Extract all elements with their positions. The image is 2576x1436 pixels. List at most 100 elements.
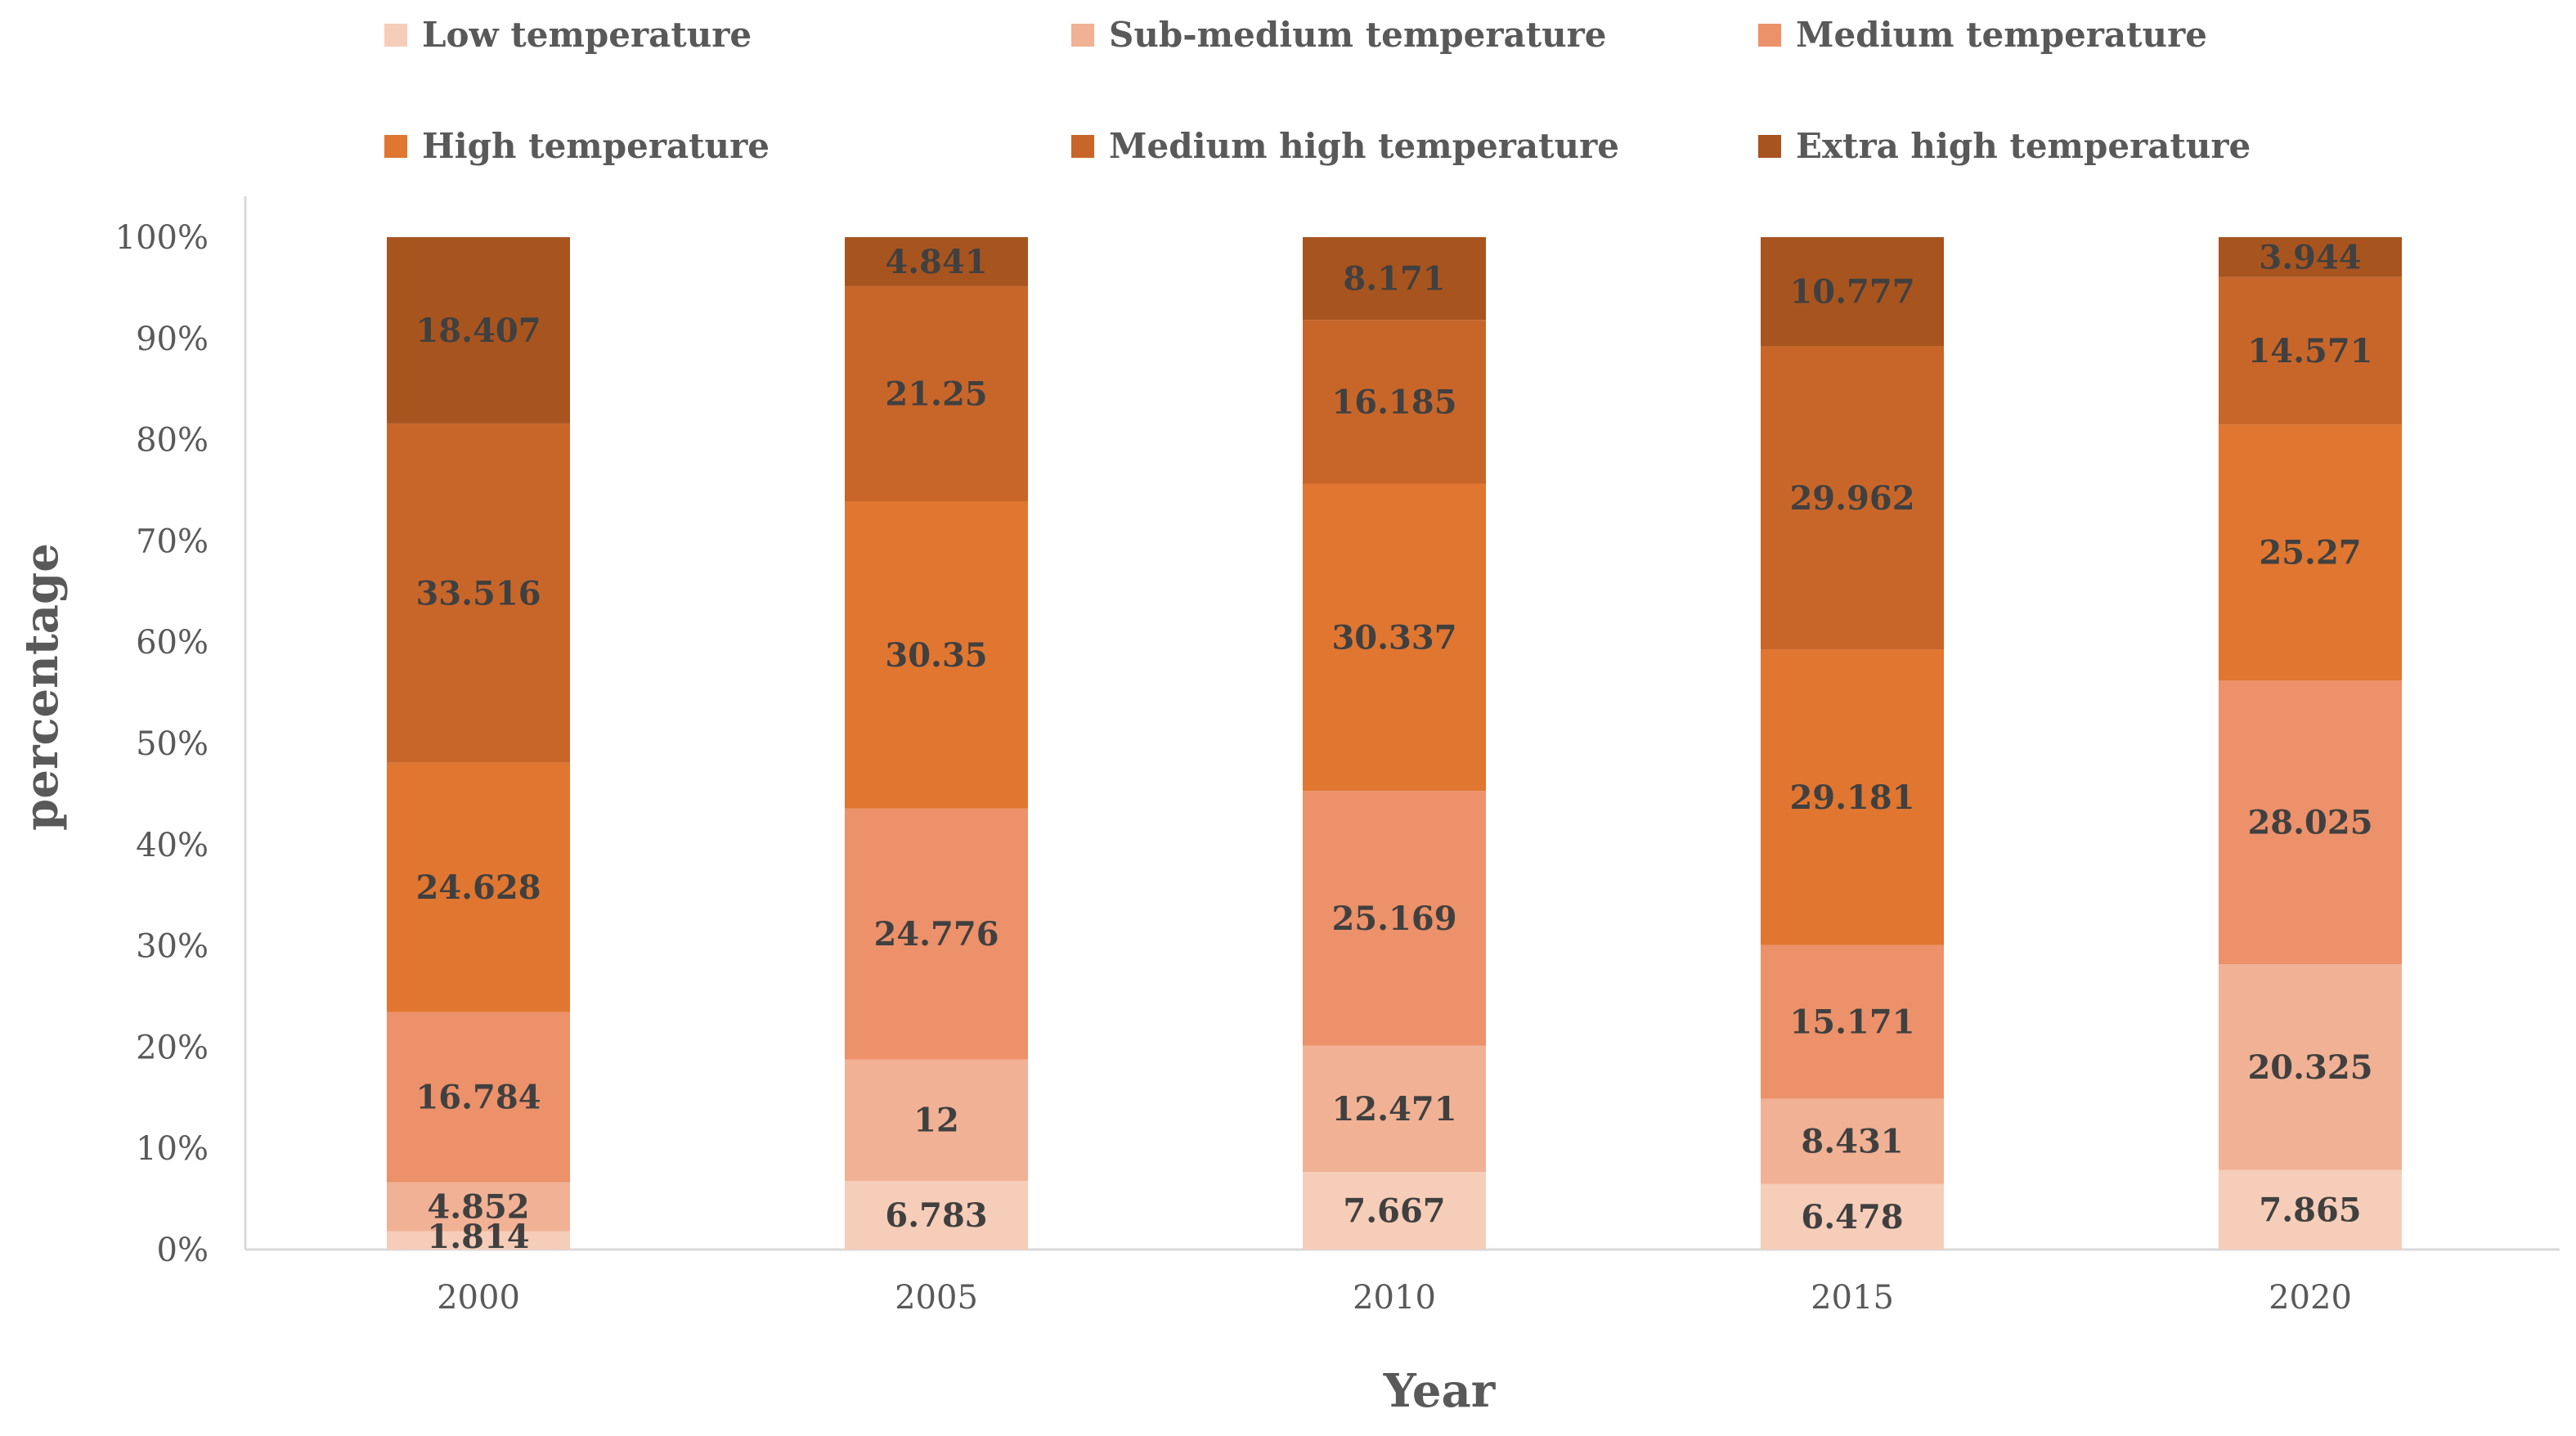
x-tick-label: 2005 xyxy=(895,1279,978,1317)
bar-data-label: 6.783 xyxy=(885,1196,987,1235)
bar-data-label: 24.628 xyxy=(415,868,541,907)
bar-segment xyxy=(387,1231,570,1250)
y-tick-label: 40% xyxy=(136,827,209,864)
legend-label-medium: Medium temperature xyxy=(1796,15,2207,55)
bar-segment xyxy=(845,285,1028,502)
bar-segment xyxy=(845,1181,1028,1250)
y-tick-label: 50% xyxy=(136,725,209,763)
bar-data-label: 28.025 xyxy=(2247,804,2372,842)
bar-data-label: 30.337 xyxy=(1331,618,1456,657)
legend-label-medium-high: Medium high temperature xyxy=(1109,126,1619,166)
bar-data-label: 1.814 xyxy=(427,1218,529,1256)
bar-segment xyxy=(1761,237,1944,347)
x-axis-title: Year xyxy=(1383,1364,1497,1418)
axes: 0% 10% 20% 30% 40% 50% 60% 70% 80% 90% 100% 2000 200… xyxy=(115,196,2560,1317)
bar-data-label: 29.962 xyxy=(1789,479,1914,518)
bar-segment xyxy=(2219,237,2402,277)
bar-data-label: 4.841 xyxy=(885,243,987,281)
bar-data-label: 4.852 xyxy=(427,1188,529,1227)
bar-segment xyxy=(845,237,1028,286)
bar-segment xyxy=(1303,320,1486,484)
y-tick-label: 0% xyxy=(157,1232,209,1269)
bar-data-label: 3.944 xyxy=(2259,238,2361,276)
y-axis-title: percentage xyxy=(15,543,69,831)
x-tick-label: 2020 xyxy=(2269,1279,2352,1317)
legend-label-high: High temperature xyxy=(422,126,770,166)
legend: Low temperature Sub-medium temperature M… xyxy=(0,0,2576,180)
y-tick-label: 30% xyxy=(136,928,209,966)
bar-segment xyxy=(1303,237,1486,321)
y-tick-label: 70% xyxy=(136,523,209,560)
bar-data-label: 7.865 xyxy=(2259,1191,2361,1229)
legend-item-medium-high: Medium high temperature xyxy=(1071,126,1619,166)
bars xyxy=(387,237,2402,1250)
x-tick-label: 2015 xyxy=(1811,1279,1894,1317)
legend-item-high: High temperature xyxy=(384,126,770,166)
legend-item-medium: Medium temperature xyxy=(1758,15,2207,55)
bar-data-label: 24.776 xyxy=(873,915,999,954)
bar-segment xyxy=(387,237,570,424)
bar-data-label: 12.471 xyxy=(1331,1090,1456,1129)
bar-segment xyxy=(845,1059,1028,1182)
bar-segment xyxy=(1761,1098,1944,1184)
y-tick-label: 80% xyxy=(136,422,209,460)
bar-segment xyxy=(387,1182,570,1232)
bar-data-label: 18.407 xyxy=(415,312,541,350)
bar-segment xyxy=(845,808,1028,1060)
legend-swatch-low xyxy=(384,23,407,47)
legend-swatch-medium xyxy=(1758,23,1781,47)
bar-segment xyxy=(387,423,570,763)
legend-swatch-medium-high xyxy=(1071,134,1094,158)
bar-segment xyxy=(1303,483,1486,792)
legend-label-sub-medium: Sub-medium temperature xyxy=(1109,15,1607,55)
bar-data-label: 21.25 xyxy=(885,375,987,413)
bar-data-label: 7.667 xyxy=(1343,1192,1445,1231)
legend-item-low: Low temperature xyxy=(384,15,752,55)
bar-segment xyxy=(1303,1172,1486,1250)
bar-data-label: 8.431 xyxy=(1801,1123,1903,1161)
y-tick-label: 100% xyxy=(115,219,209,257)
bar-data-label: 10.777 xyxy=(1789,273,1914,312)
legend-swatch-high xyxy=(384,134,407,158)
y-tick-label: 90% xyxy=(136,321,209,358)
y-tick-label: 60% xyxy=(136,624,209,662)
bar-data-label: 25.169 xyxy=(1331,900,1456,938)
bar-segment xyxy=(387,762,570,1012)
bar-data-label: 12 xyxy=(913,1102,959,1140)
y-tick-label: 20% xyxy=(136,1029,209,1066)
bar-segment xyxy=(2219,1169,2402,1250)
bar-data-label: 30.35 xyxy=(885,636,987,675)
bar-data-label: 20.325 xyxy=(2247,1048,2372,1087)
bar-data-label: 29.181 xyxy=(1789,779,1914,817)
legend-label-extra-high: Extra high temperature xyxy=(1796,126,2251,166)
legend-item-sub-medium: Sub-medium temperature xyxy=(1071,15,1607,55)
bar-segment xyxy=(2219,424,2402,681)
legend-label-low: Low temperature xyxy=(422,15,752,55)
bar-segment xyxy=(1761,1183,1944,1250)
bar-data-label: 16.784 xyxy=(415,1079,541,1117)
bar-segment xyxy=(1761,346,1944,650)
bar-segment xyxy=(845,501,1028,809)
y-tick-label: 10% xyxy=(136,1130,209,1168)
bar-segment xyxy=(2219,680,2402,965)
bar-data-label: 33.516 xyxy=(415,574,541,613)
bar-segment xyxy=(2219,964,2402,1170)
bar-segment xyxy=(2219,276,2402,425)
bar-segment xyxy=(1761,945,1944,1099)
x-tick-label: 2010 xyxy=(1353,1279,1436,1317)
bar-segment xyxy=(387,1012,570,1182)
bar-segment xyxy=(1761,649,1944,945)
bar-segment xyxy=(1303,791,1486,1046)
bar-data-label: 15.171 xyxy=(1789,1003,1914,1042)
x-tick-label: 2000 xyxy=(437,1279,520,1317)
bar-segment xyxy=(1303,1045,1486,1173)
legend-swatch-extra-high xyxy=(1758,134,1781,158)
bar-data-label: 16.185 xyxy=(1331,383,1456,421)
bar-data-label: 14.571 xyxy=(2247,332,2372,370)
legend-swatch-sub-medium xyxy=(1071,23,1094,47)
legend-item-extra-high: Extra high temperature xyxy=(1758,126,2251,166)
bar-data-label: 25.27 xyxy=(2259,534,2361,572)
bar-data-label: 6.478 xyxy=(1801,1198,1903,1236)
